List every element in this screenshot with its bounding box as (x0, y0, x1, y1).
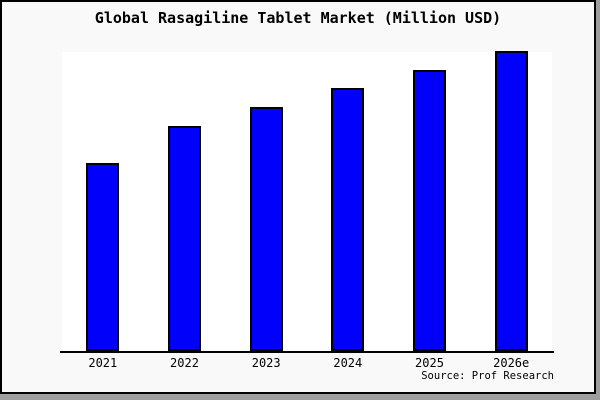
bar-2025 (413, 70, 446, 351)
x-axis-line (60, 351, 554, 353)
x-tick-label-2024: 2024 (333, 356, 363, 370)
bar-2024 (331, 88, 365, 351)
x-tick-label-2023: 2023 (251, 356, 281, 370)
x-tick-label-2022: 2022 (170, 356, 199, 370)
bar-2021 (86, 163, 120, 351)
chart-canvas: Global Rasagiline Tablet Market (Million… (0, 0, 596, 394)
bar-2022 (168, 126, 201, 351)
x-tick-label-2026e: 2026e (493, 356, 530, 370)
bar-2026e (494, 51, 528, 351)
x-tick-label-2025: 2025 (415, 356, 444, 370)
x-tick-label-2021: 2021 (88, 356, 118, 370)
chart-title: Global Rasagiline Tablet Market (Million… (94, 9, 502, 27)
source-attribution: Source: Prof Research (421, 370, 554, 382)
bar-2023 (249, 107, 283, 351)
plot-area (62, 52, 552, 351)
